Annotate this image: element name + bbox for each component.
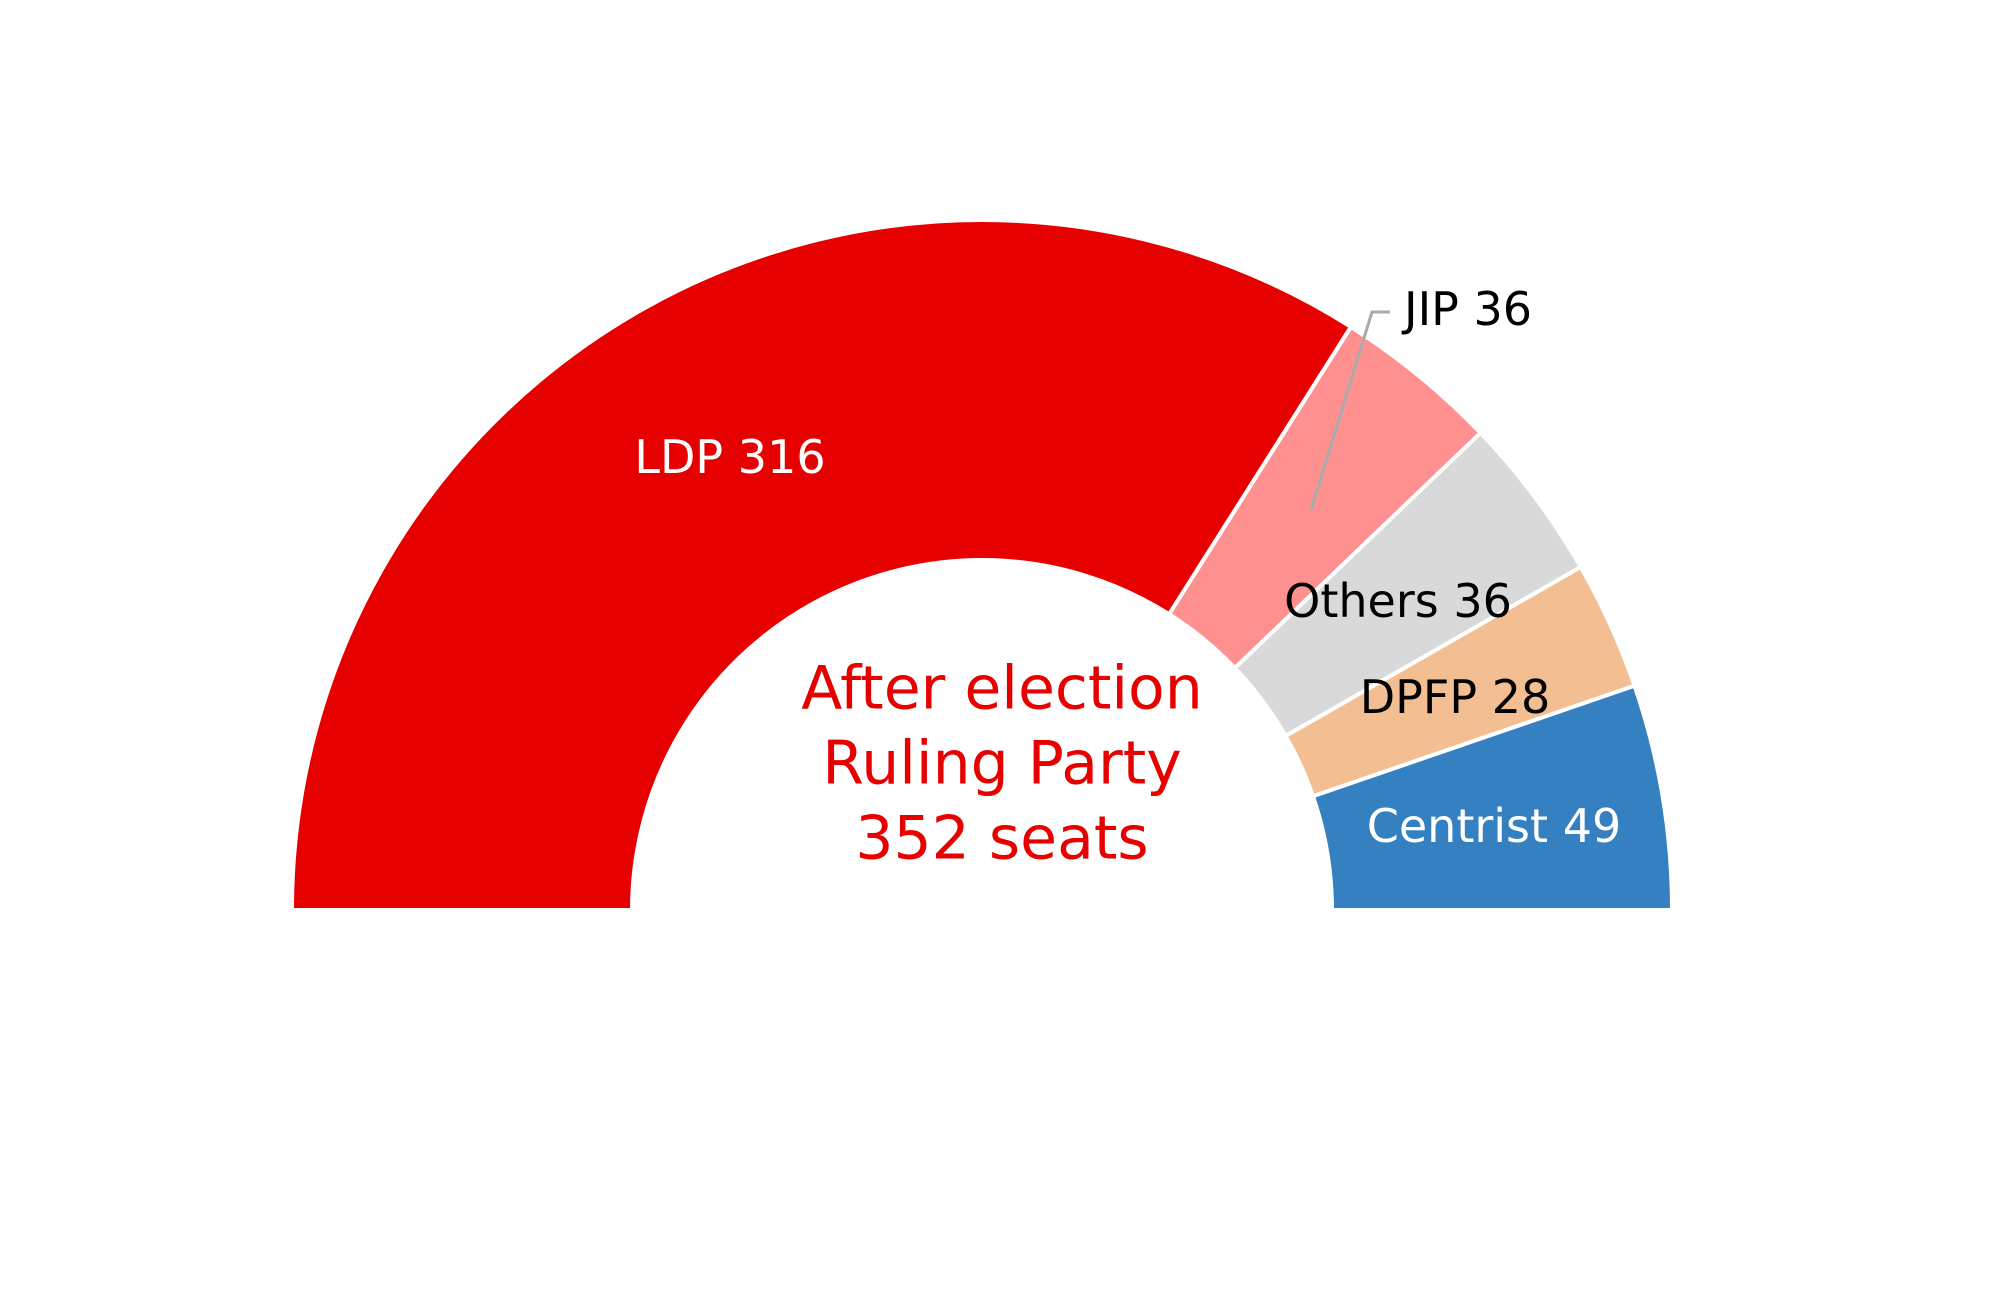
value-label: 49 (1563, 799, 1622, 853)
category-name: LDP (634, 430, 723, 484)
category-name: JIP (1401, 282, 1459, 336)
category-name: Others (1284, 574, 1439, 628)
value-label: 36 (1453, 574, 1512, 628)
value-label: 28 (1492, 670, 1551, 724)
category-name: Centrist (1367, 799, 1548, 853)
value-label: 316 (738, 430, 826, 484)
segment-label: Others 36 (1284, 574, 1512, 628)
segment-label: JIP 36 (1401, 282, 1532, 336)
center-label: Ruling Party (822, 729, 1182, 799)
segment (289, 218, 1354, 912)
segment-label: DPFP 28 (1360, 670, 1551, 724)
category-name: DPFP (1360, 670, 1477, 724)
segment (1310, 683, 1675, 912)
value-label: 36 (1474, 282, 1533, 336)
segment-label: LDP 316 (634, 430, 825, 484)
leader-line (1309, 310, 1390, 511)
segment-label: Centrist 49 (1367, 799, 1621, 853)
center-label: After election (801, 654, 1203, 724)
center-label: 352 seats (855, 804, 1148, 874)
